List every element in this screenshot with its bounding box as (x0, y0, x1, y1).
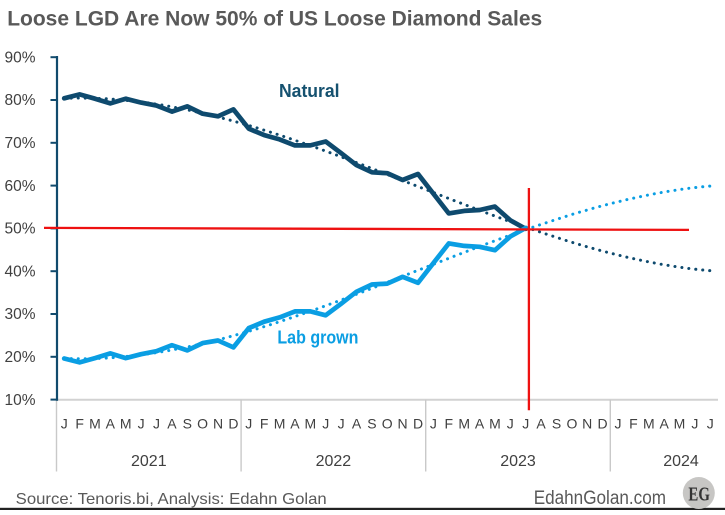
svg-text:F: F (260, 416, 269, 432)
svg-text:J: J (615, 416, 622, 432)
svg-text:D: D (598, 416, 608, 432)
svg-text:J: J (707, 416, 714, 432)
svg-text:J: J (153, 416, 160, 432)
svg-text:S: S (183, 416, 192, 432)
svg-text:A: A (167, 416, 177, 432)
svg-text:A: A (536, 416, 546, 432)
svg-text:N: N (398, 416, 408, 432)
svg-text:50%: 50% (4, 221, 35, 238)
svg-text:S: S (367, 416, 376, 432)
svg-text:30%: 30% (4, 306, 35, 323)
svg-text:A: A (660, 416, 670, 432)
svg-text:2022: 2022 (316, 453, 352, 470)
svg-text:70%: 70% (4, 135, 35, 152)
svg-text:J: J (322, 416, 329, 432)
svg-text:M: M (489, 416, 501, 432)
svg-text:A: A (352, 416, 362, 432)
svg-text:Loose LGD Are Now 50% of US Lo: Loose LGD Are Now 50% of US Loose Diamon… (7, 7, 542, 31)
svg-text:J: J (691, 416, 698, 432)
svg-text:Lab grown: Lab grown (277, 328, 358, 348)
svg-text:J: J (138, 416, 145, 432)
svg-text:J: J (61, 416, 68, 432)
svg-text:O: O (197, 416, 208, 432)
svg-text:Natural: Natural (279, 81, 340, 101)
svg-text:10%: 10% (4, 392, 35, 409)
svg-text:M: M (274, 416, 286, 432)
svg-text:90%: 90% (4, 49, 35, 66)
svg-text:20%: 20% (4, 349, 35, 366)
svg-text:EdahnGolan.com: EdahnGolan.com (534, 488, 666, 509)
svg-text:60%: 60% (4, 178, 35, 195)
svg-text:M: M (304, 416, 316, 432)
svg-text:A: A (106, 416, 116, 432)
svg-text:2021: 2021 (131, 453, 167, 470)
svg-text:O: O (566, 416, 577, 432)
svg-text:2023: 2023 (500, 453, 536, 470)
svg-text:J: J (522, 416, 529, 432)
svg-text:J: J (430, 416, 437, 432)
svg-text:M: M (643, 416, 655, 432)
svg-text:F: F (445, 416, 454, 432)
svg-text:J: J (507, 416, 514, 432)
svg-text:S: S (552, 416, 561, 432)
svg-text:N: N (213, 416, 223, 432)
svg-text:O: O (382, 416, 393, 432)
svg-text:D: D (413, 416, 423, 432)
svg-text:D: D (228, 416, 238, 432)
svg-text:EG: EG (688, 484, 710, 506)
svg-text:M: M (674, 416, 686, 432)
svg-text:N: N (582, 416, 592, 432)
svg-text:80%: 80% (4, 92, 35, 109)
svg-text:J: J (245, 416, 252, 432)
svg-text:A: A (475, 416, 485, 432)
svg-text:M: M (458, 416, 470, 432)
svg-text:F: F (75, 416, 84, 432)
svg-text:M: M (89, 416, 101, 432)
svg-text:Source: Tenoris.bi, Analysis:: Source: Tenoris.bi, Analysis: Edahn Gola… (16, 491, 327, 508)
svg-text:J: J (338, 416, 345, 432)
svg-text:2024: 2024 (663, 453, 699, 470)
svg-text:A: A (290, 416, 300, 432)
svg-text:F: F (629, 416, 638, 432)
svg-text:M: M (120, 416, 132, 432)
svg-text:40%: 40% (4, 263, 35, 280)
